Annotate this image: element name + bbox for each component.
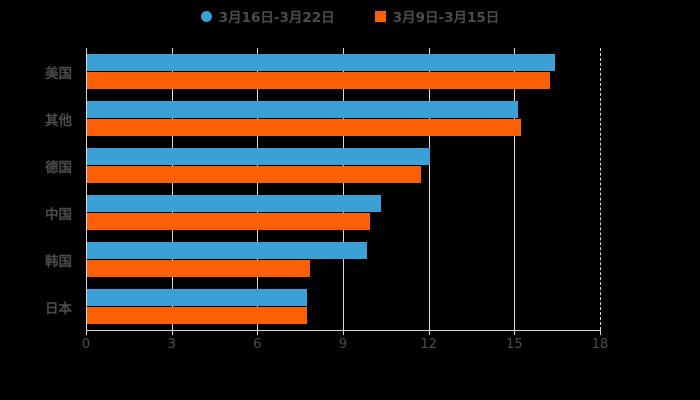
gridline (428, 48, 430, 330)
x-tick-label: 12 (420, 337, 437, 352)
bar-0[interactable] (87, 101, 519, 118)
bar-group: 德国 (45, 148, 600, 183)
gridline (600, 48, 601, 330)
bar-group: 中国 (45, 195, 600, 230)
y-tick-label: 韩国 (45, 253, 72, 270)
x-tick-label: 18 (591, 337, 609, 352)
bar-1[interactable] (87, 72, 550, 89)
bar-group: 韩国 (45, 242, 600, 277)
bar-1[interactable] (87, 166, 422, 183)
circle-marker-icon (200, 10, 212, 22)
bar-1[interactable] (87, 260, 310, 277)
square-marker-icon (374, 10, 386, 22)
x-tick-label: 3 (167, 337, 176, 352)
x-tick-label: 15 (506, 337, 523, 352)
plot-area: 0 3 6 9 12 15 18 美国其他德国中国韩国日本 (45, 48, 608, 352)
bar-1[interactable] (87, 119, 522, 136)
x-tick-mark (257, 330, 259, 335)
bar-group: 其他 (45, 101, 600, 136)
x-tick-mark (600, 330, 601, 335)
bar-0[interactable] (87, 148, 430, 165)
x-tick-mark (428, 330, 430, 335)
y-tick-label: 德国 (45, 159, 72, 176)
chart-legend: 3月16日-3月22日 3月9日-3月15日 (0, 6, 700, 26)
x-tick-mark (343, 330, 344, 335)
bar-0[interactable] (87, 54, 556, 71)
bar-1[interactable] (87, 307, 307, 324)
y-tick-label: 其他 (45, 112, 72, 129)
bar-1[interactable] (87, 213, 370, 230)
legend-label-series-1: 3月9日-3月15日 (392, 10, 500, 26)
gridline (343, 48, 344, 330)
gridline (257, 48, 259, 330)
x-tick-mark (86, 330, 87, 335)
y-tick-label: 美国 (45, 65, 72, 82)
bar-group: 日本 (45, 289, 600, 324)
legend-item-series-1[interactable]: 3月9日-3月15日 (374, 6, 500, 26)
x-tick-label: 6 (253, 337, 262, 352)
gridline (514, 48, 516, 330)
bar-0[interactable] (87, 289, 307, 306)
bar-0[interactable] (87, 242, 367, 259)
bar-group: 美国 (45, 54, 600, 89)
x-tick-label: 9 (338, 337, 348, 352)
y-tick-label: 日本 (45, 300, 72, 317)
x-tick-mark (171, 330, 173, 335)
y-tick-label: 中国 (45, 206, 72, 223)
y-axis-line (86, 48, 87, 330)
bar-0[interactable] (87, 195, 382, 212)
x-tick-label: 0 (81, 337, 91, 352)
legend-label-series-0: 3月16日-3月22日 (218, 10, 335, 26)
x-tick-mark (514, 330, 516, 335)
gridline (171, 48, 173, 330)
legend-item-series-0[interactable]: 3月16日-3月22日 (200, 6, 335, 26)
